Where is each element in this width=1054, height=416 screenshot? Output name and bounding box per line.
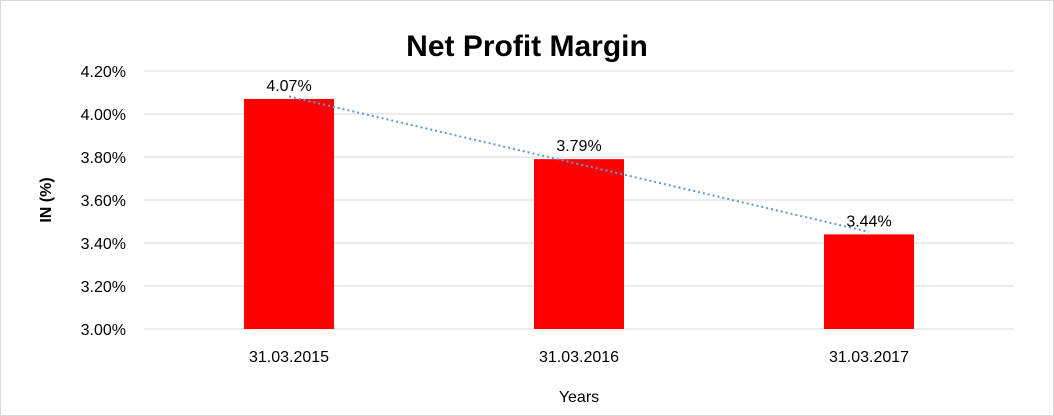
- y-tick-label: 3.60%: [81, 193, 126, 210]
- trendline: [288, 95, 870, 233]
- y-tick-label: 3.20%: [81, 279, 126, 296]
- data-label: 3.44%: [846, 213, 891, 230]
- chart-title: Net Profit Margin: [406, 30, 648, 63]
- bar: [244, 98, 334, 329]
- y-tick-label: 4.20%: [81, 64, 126, 81]
- y-axis-label: IN (%): [38, 177, 55, 222]
- y-tick-label: 3.40%: [81, 236, 126, 253]
- x-tick-label: 31.03.2017: [829, 349, 909, 366]
- bar: [824, 234, 914, 329]
- x-tick-label: 31.03.2015: [249, 349, 329, 366]
- x-tick-label: 31.03.2016: [539, 349, 619, 366]
- data-label: 3.79%: [556, 138, 601, 155]
- y-tick-label: 4.00%: [81, 107, 126, 124]
- bar: [534, 159, 624, 329]
- x-axis-label: Years: [559, 389, 599, 406]
- data-label: 4.07%: [266, 78, 311, 95]
- y-tick-label: 3.80%: [81, 150, 126, 167]
- y-tick-label: 3.00%: [81, 322, 126, 339]
